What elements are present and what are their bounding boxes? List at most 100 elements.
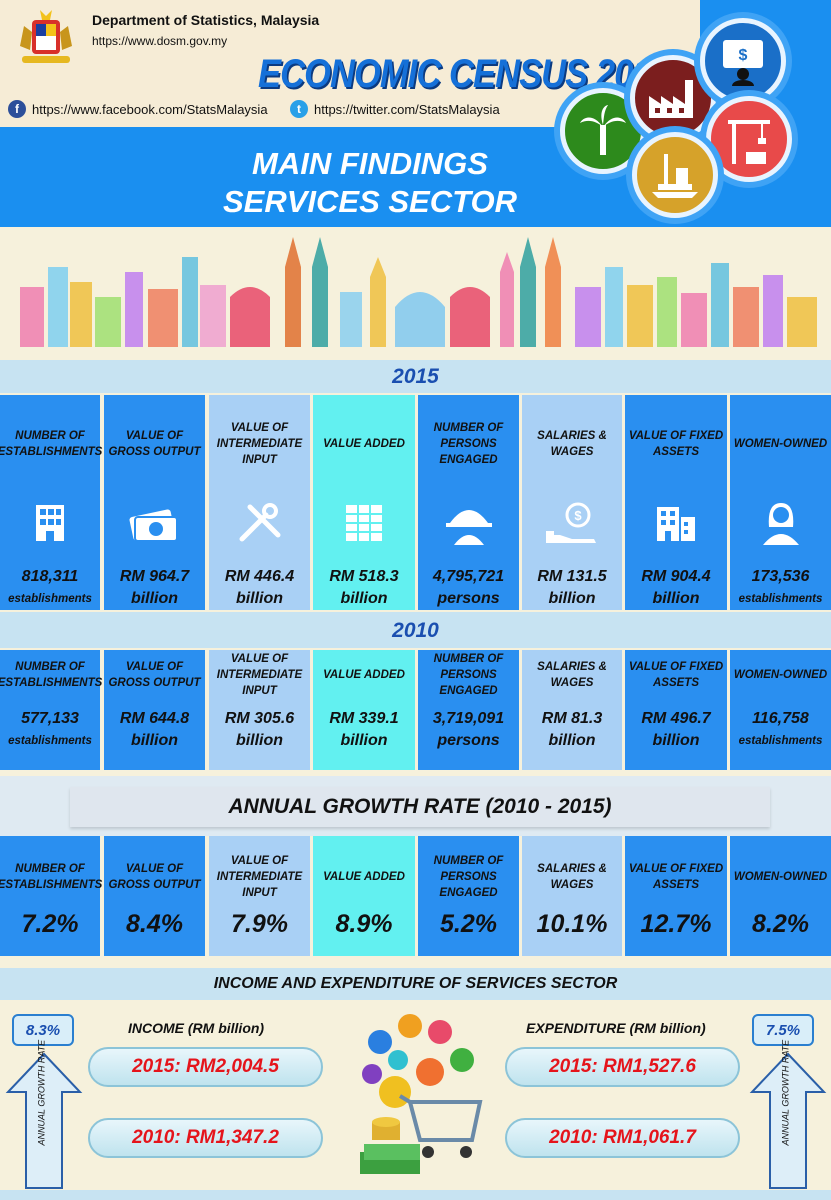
year_2015-label-8: WOMEN-OWNED (733, 438, 828, 451)
expenditure-growth-rate: 7.5% (752, 1014, 814, 1046)
year_2010-unit-2: billion (130, 732, 179, 749)
year_2015-col-3: VALUE OF INTERMEDIATE INPUT RM 446.4 billi… (209, 395, 310, 610)
year_2015-label-7: VALUE OF FIXED ASSETS (628, 430, 724, 459)
year_2010-col-2: VALUE OF GROSS OUTPUT RM 644.8 billion (104, 650, 205, 770)
year_2015-value-4: RM 518.3 (329, 568, 399, 585)
year_2010-label-3: VALUE OF INTERMEDIATE INPUT (216, 653, 303, 697)
year_2010-col-1: NUMBER OF ESTABLISHMENTS 577,133 establish… (0, 650, 102, 770)
year-2015-label: 2015 (392, 365, 439, 388)
year_2015-col-5: NUMBER OF PERSONS ENGAGED 4,795,721 person… (418, 395, 519, 610)
department-url[interactable]: https://www.dosm.gov.my (92, 34, 228, 48)
growth-value-4: 8.9% (335, 910, 393, 938)
svg-text:$: $ (574, 508, 582, 523)
year_2015-col-6: SALARIES & WAGES $ RM 131.5 billion (522, 395, 622, 610)
year_2015-unit-5: persons (437, 590, 500, 607)
year_2010-value-7: RM 496.7 (641, 710, 711, 727)
year-2010-label: 2010 (392, 619, 439, 642)
growth-col-7: VALUE OF FIXED ASSETS 12.7% (625, 836, 727, 956)
year_2015-value-5: 4,795,721 (432, 568, 505, 585)
year_2010-label-6: SALARIES & WAGES (537, 661, 607, 689)
expenditure-arrow-label: ANNUAL GROWTH RATE (780, 1039, 791, 1146)
spreadsheet-icon (334, 497, 394, 548)
year_2015-unit-2: billion (130, 590, 179, 607)
year_2015-value-1: 818,311 (21, 568, 79, 585)
growth-value-3: 7.9% (231, 910, 288, 938)
year_2015-unit-8: establishments (738, 593, 823, 605)
year_2015-col-4: VALUE ADDED RM 518.3 billion (313, 395, 415, 610)
growth-label-6: SALARIES & WAGES (537, 863, 607, 891)
year_2015-unit-3: billion (235, 590, 284, 607)
income-2015-pill: 2015: RM2,004.5 (88, 1047, 323, 1087)
mining-icon (632, 132, 718, 218)
year_2010-value-1: 577,133 (21, 710, 79, 727)
facebook-icon: f (8, 100, 26, 118)
growth-label-1: NUMBER OF ESTABLISHMENTS (0, 863, 103, 891)
year_2015-unit-6: billion (548, 590, 596, 607)
growth-title: ANNUAL GROWTH RATE (2010 - 2015) (70, 787, 770, 827)
year_2010-label-2: VALUE OF GROSS OUTPUT (108, 661, 201, 689)
main-title-line-2: SERVICES SECTOR (222, 184, 517, 219)
year_2010-label-1: NUMBER OF ESTABLISHMENTS (0, 661, 103, 689)
year_2015-label-2: VALUE OF GROSS OUTPUT (108, 430, 201, 459)
income-arrow-label: ANNUAL GROWTH RATE (36, 1039, 47, 1146)
year_2015-label-6: SALARIES & WAGES (537, 430, 607, 459)
worker-icon (439, 497, 499, 548)
building-icon (20, 497, 80, 548)
growth-col-4: VALUE ADDED 8.9% (313, 836, 415, 956)
svg-text:$: $ (739, 47, 748, 64)
facebook-link[interactable]: f https://www.facebook.com/StatsMalaysia (8, 100, 268, 118)
expenditure-heading: EXPENDITURE (RM billion) (526, 1020, 706, 1036)
year_2010-label-4: VALUE ADDED (323, 669, 405, 681)
year_2010-value-6: RM 81.3 (541, 710, 603, 727)
facebook-url[interactable]: https://www.facebook.com/StatsMalaysia (32, 101, 268, 117)
twitter-url[interactable]: https://twitter.com/StatsMalaysia (314, 101, 500, 117)
growth-col-1: NUMBER OF ESTABLISHMENTS 7.2% (0, 836, 102, 956)
expenditure-2010-pill: 2010: RM1,061.7 (505, 1118, 740, 1158)
year_2010-label-5: NUMBER OF PERSONS ENGAGED (433, 653, 504, 697)
construction-icon (706, 96, 792, 182)
growth-label-2: VALUE OF GROSS OUTPUT (108, 863, 201, 891)
year_2010-value-2: RM 644.8 (119, 710, 190, 727)
growth-col-6: SALARIES & WAGES 10.1% (522, 836, 622, 956)
year_2010-unit-5: persons (437, 732, 500, 749)
office-icon (646, 497, 706, 548)
year_2010-value-4: RM 339.1 (329, 710, 399, 727)
year_2015-col-1: NUMBER OF ESTABLISHMENTS 818,311 establish… (0, 395, 102, 610)
shopping-cart-illustration-icon (360, 1014, 483, 1174)
growth-label-7: VALUE OF FIXED ASSETS (628, 863, 724, 891)
year_2015-value-8: 173,536 (751, 568, 810, 585)
growth-value-6: 10.1% (536, 910, 608, 938)
twitter-icon: t (290, 100, 308, 118)
expenditure-up-arrow-icon (749, 1052, 827, 1189)
year_2015-label-3: VALUE OF INTERMEDIATE INPUT (216, 422, 303, 467)
income-2010-pill: 2010: RM1,347.2 (88, 1118, 323, 1158)
year_2015-label-1: NUMBER OF ESTABLISHMENTS (0, 430, 103, 459)
year_2010-unit-3: billion (235, 732, 284, 749)
expenditure-2015-pill: 2015: RM1,527.6 (505, 1047, 740, 1087)
services-icon: $ (700, 18, 786, 104)
income-growth-rate: 8.3% (12, 1014, 74, 1046)
growth-col-8: WOMEN-OWNED 8.2% (730, 836, 831, 956)
growth-label-4: VALUE ADDED (323, 871, 405, 883)
twitter-link[interactable]: t https://twitter.com/StatsMalaysia (290, 100, 500, 118)
year_2010-unit-4: billion (340, 732, 388, 749)
year_2010-label-7: VALUE OF FIXED ASSETS (628, 661, 724, 689)
year_2010-value-3: RM 305.6 (224, 710, 295, 727)
year_2010-unit-6: billion (548, 732, 596, 749)
bottom-strip (0, 1190, 831, 1200)
year_2010-unit-7: billion (652, 732, 700, 749)
growth-value-2: 8.4% (126, 910, 183, 938)
growth-value-1: 7.2% (21, 910, 79, 938)
year_2015-col-8: WOMEN-OWNED 173,536 establishments (730, 395, 831, 610)
income-heading: INCOME (RM billion) (128, 1020, 265, 1036)
growth-label-5: NUMBER OF PERSONS ENGAGED (433, 855, 504, 899)
year_2015-unit-1: establishments (8, 593, 92, 605)
year_2015-unit-4: billion (340, 590, 388, 607)
year_2010-value-5: 3,719,091 (432, 710, 505, 727)
year_2015-label-5: NUMBER OF PERSONS ENGAGED (433, 422, 504, 467)
income-expenditure-title: INCOME AND EXPENDITURE OF SERVICES SECTO… (0, 968, 831, 1000)
year_2015-col-2: VALUE OF GROSS OUTPUT RM 964.7 billion (104, 395, 205, 610)
year_2015-col-7: VALUE OF FIXED ASSETS RM 904.4 billion (625, 395, 727, 610)
main-title-line-1: MAIN FINDINGS (252, 146, 488, 181)
salary-icon: $ (542, 497, 602, 548)
